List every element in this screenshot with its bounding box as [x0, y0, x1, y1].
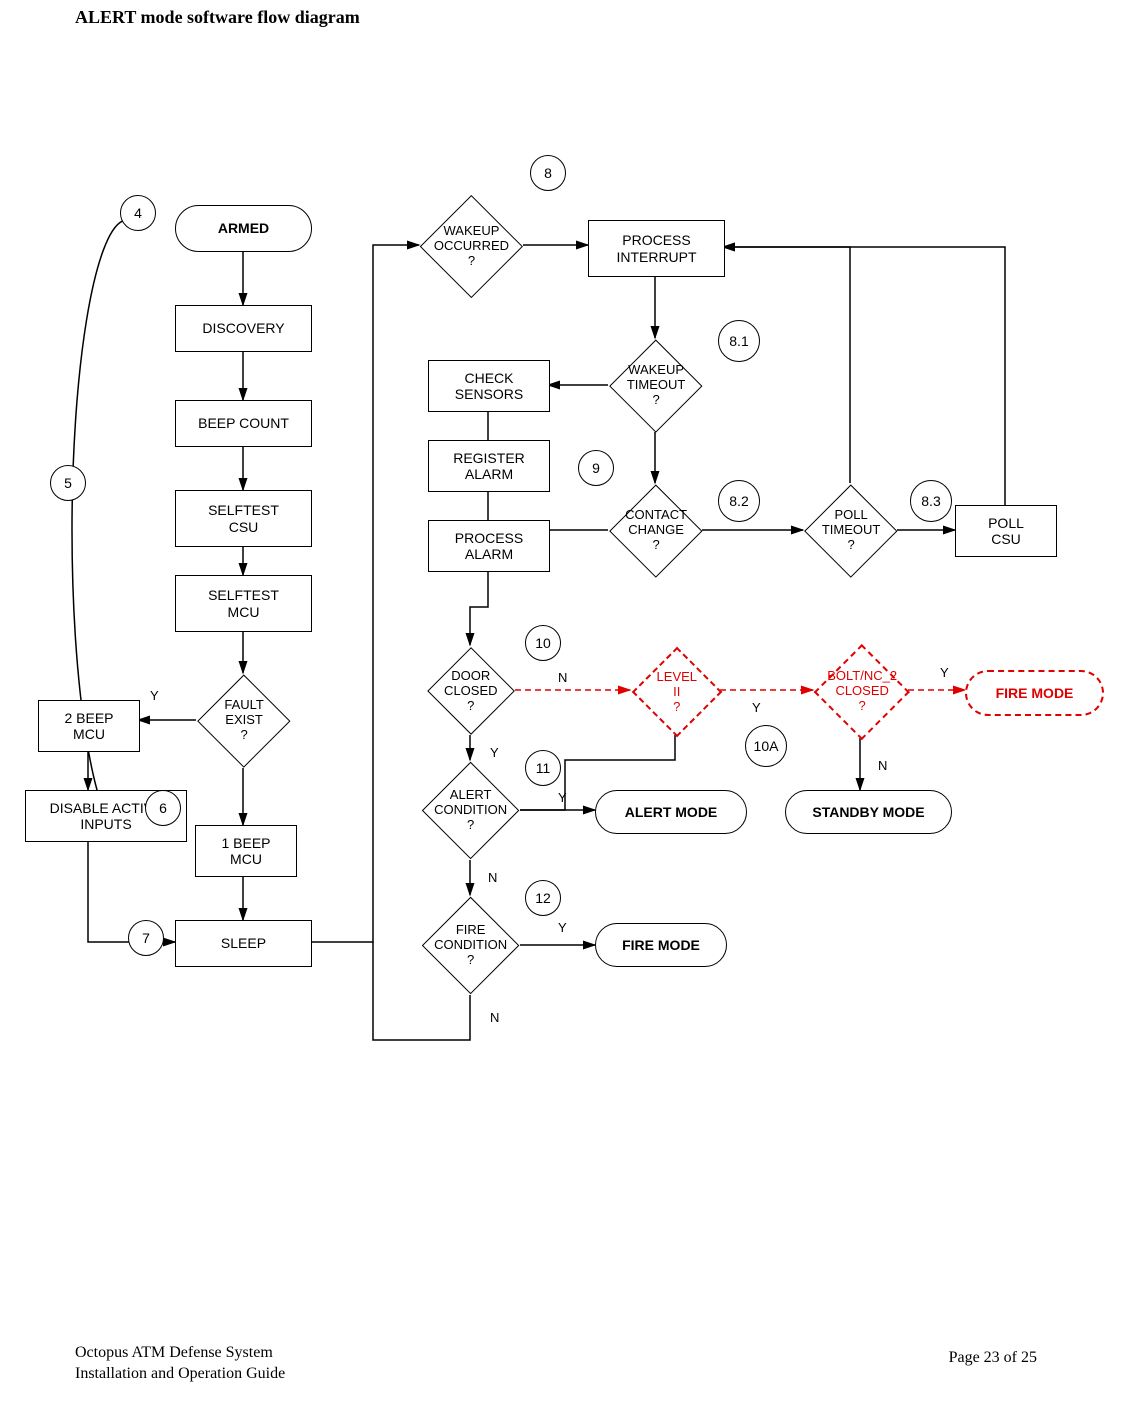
- circle-10: 10: [525, 625, 561, 661]
- page-title: ALERT mode software flow diagram: [75, 7, 360, 28]
- circle-5: 5: [50, 465, 86, 501]
- node-level2: LEVELII?: [632, 647, 723, 738]
- label-n_bolt: N: [878, 758, 887, 773]
- circle-8: 8: [530, 155, 566, 191]
- node-beepcount: BEEP COUNT: [175, 400, 312, 447]
- node-alert_mode: ALERT MODE: [595, 790, 747, 834]
- label-n_alert: N: [488, 870, 497, 885]
- node-check_sensors: CHECKSENSORS: [428, 360, 550, 412]
- node-armed: ARMED: [175, 205, 312, 252]
- node-wakeup_occurred: WAKEUPOCCURRED?: [420, 195, 523, 298]
- label-n_fire: N: [490, 1010, 499, 1025]
- circle-12: 12: [525, 880, 561, 916]
- footer-left-2: Installation and Operation Guide: [75, 1364, 285, 1385]
- node-process_interrupt: PROCESSINTERRUPT: [588, 220, 725, 277]
- node-process_alarm: PROCESSALARM: [428, 520, 550, 572]
- node-poll_timeout: POLLTIMEOUT?: [805, 485, 898, 578]
- circle-8.2: 8.2: [718, 480, 760, 522]
- node-fire_mode_b: FIRE MODE: [595, 923, 727, 967]
- label-y_level: Y: [752, 700, 761, 715]
- label-y_door: Y: [490, 745, 499, 760]
- node-fire_mode_r: FIRE MODE: [965, 670, 1104, 716]
- circle-6: 6: [145, 790, 181, 826]
- circle-8.1: 8.1: [718, 320, 760, 362]
- node-sleep: SLEEP: [175, 920, 312, 967]
- footer-left-1: Octopus ATM Defense System: [75, 1343, 285, 1364]
- footer-left: Octopus ATM Defense System Installation …: [75, 1343, 285, 1385]
- circle-9: 9: [578, 450, 614, 486]
- node-two_beep: 2 BEEPMCU: [38, 700, 140, 752]
- label-y1: Y: [150, 688, 159, 703]
- node-fault_exist: FAULTEXIST?: [198, 675, 291, 768]
- flowchart-edges: [0, 0, 1127, 1425]
- circle-7: 7: [128, 920, 164, 956]
- footer-right: Page 23 of 25: [949, 1349, 1037, 1367]
- node-poll_csu: POLLCSU: [955, 505, 1057, 557]
- node-selftest_mcu: SELFTESTMCU: [175, 575, 312, 632]
- circle-4: 4: [120, 195, 156, 231]
- node-door_closed: DOORCLOSED?: [427, 647, 515, 735]
- node-bolt: BOLT/NC_2CLOSED?: [814, 644, 910, 740]
- node-standby: STANDBY MODE: [785, 790, 952, 834]
- node-wakeup_timeout: WAKEUPTIMEOUT?: [610, 340, 703, 433]
- label-n_door: N: [558, 670, 567, 685]
- node-selftest_csu: SELFTESTCSU: [175, 490, 312, 547]
- node-one_beep: 1 BEEPMCU: [195, 825, 297, 877]
- node-discovery: DISCOVERY: [175, 305, 312, 352]
- circle-11: 11: [525, 750, 561, 786]
- node-alert_cond: ALERTCONDITION?: [422, 762, 520, 860]
- label-y_alert: Y: [558, 790, 567, 805]
- label-y_fire: Y: [558, 920, 567, 935]
- node-contact_change: CONTACTCHANGE?: [610, 485, 703, 578]
- node-fire_cond: FIRECONDITION?: [422, 897, 520, 995]
- circle-10A: 10A: [745, 725, 787, 767]
- circle-8.3: 8.3: [910, 480, 952, 522]
- label-y_bolt: Y: [940, 665, 949, 680]
- node-register_alarm: REGISTERALARM: [428, 440, 550, 492]
